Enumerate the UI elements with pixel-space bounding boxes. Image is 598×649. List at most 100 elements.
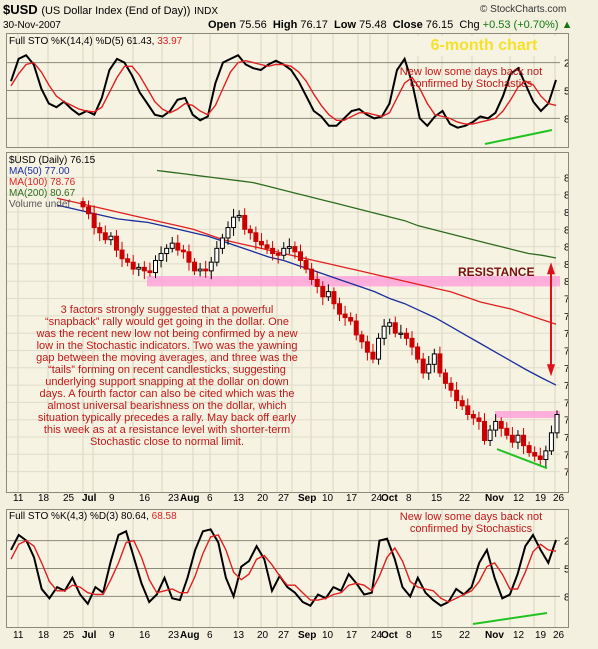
- x-axis-label: 13: [233, 493, 245, 504]
- x-axis-label: 24: [371, 630, 383, 641]
- x-axis-label: Oct: [381, 493, 398, 504]
- x-axis-middle: 11 18 25 Jul 9 16 23 Aug 6 13 20 27 Sep 10 17 24 Oct 8 15 2…: [6, 493, 567, 507]
- bottom-legend-d: 68.58: [151, 511, 177, 522]
- open-label: Open: [208, 19, 237, 31]
- price-tick-label: 77.0: [564, 381, 568, 392]
- candle-body: [86, 206, 92, 215]
- candle-body: [381, 325, 387, 339]
- x-axis-label: 27: [278, 493, 290, 504]
- x-axis-label: 10: [322, 630, 334, 641]
- x-axis-label: 22: [459, 493, 471, 504]
- candle-body: [136, 266, 142, 270]
- x-axis-label: 9: [109, 630, 115, 641]
- x-axis-label: 17: [346, 493, 358, 504]
- candle-body: [548, 432, 554, 452]
- candle-body: [286, 246, 292, 249]
- x-axis-label: Oct: [381, 630, 398, 641]
- candle-body: [392, 322, 398, 334]
- candle-body: [515, 434, 521, 443]
- candle-body: [376, 337, 382, 360]
- divergence-line: [472, 612, 548, 625]
- price-tick-label: 75.0: [564, 450, 568, 461]
- candle-body: [442, 372, 448, 384]
- candle-body: [509, 434, 515, 443]
- resistance-band: [147, 276, 560, 287]
- close-label: Close: [392, 19, 423, 31]
- x-axis-label: 16: [139, 493, 151, 504]
- ma200-legend: MA(200) 80.67: [9, 188, 76, 199]
- x-axis-label: 26: [553, 493, 565, 504]
- x-axis-label: Jul: [82, 630, 97, 641]
- candle-body: [208, 261, 214, 272]
- x-axis-label: 16: [139, 630, 151, 641]
- candle-body: [398, 332, 404, 335]
- price-chart: 83.0 82.5 82.0 81.5 81.0 80.5 80.0 79.5 79.0 78.5…: [7, 153, 568, 492]
- candle-body: [320, 285, 326, 298]
- candle-body: [431, 353, 437, 365]
- candle-body: [521, 434, 527, 447]
- top-legend-d: 33.97: [157, 36, 183, 47]
- watermark: © StockCharts.com: [480, 4, 567, 15]
- candle-body: [309, 268, 315, 281]
- candle-body: [337, 303, 343, 315]
- candle-body: [493, 420, 499, 431]
- divergence-line: [484, 129, 553, 145]
- x-axis-label: 19: [535, 630, 547, 641]
- candle-body: [426, 363, 432, 374]
- candle-body: [403, 332, 409, 339]
- candle-body: [186, 251, 192, 263]
- x-axis-label: 20: [257, 493, 269, 504]
- price-tick-label: 76.0: [564, 416, 568, 427]
- ma100-legend: MA(100) 78.76: [9, 177, 76, 188]
- x-axis-label: 15: [431, 630, 443, 641]
- candle-body: [197, 268, 203, 272]
- candle-body: [236, 214, 242, 218]
- candle-body: [169, 242, 175, 249]
- level-tick-label: 20: [564, 59, 568, 70]
- level-tick-label: 50: [564, 565, 568, 576]
- candle-body: [164, 247, 170, 255]
- candle-body: [342, 313, 348, 319]
- candle-body: [297, 251, 303, 261]
- candle-body: [247, 228, 253, 234]
- bottom-stochastic-panel: 80 50 20: [6, 509, 569, 628]
- top-stochastic-legend: Full STO %K(14,4) %D(5) 61.43, 33.97: [9, 36, 182, 47]
- candle-body: [504, 427, 510, 436]
- price-legend-title: $USD (Daily) 76.15: [9, 155, 96, 166]
- x-axis-label: 25: [63, 630, 75, 641]
- x-axis-label: 22: [459, 630, 471, 641]
- candle-body: [219, 237, 225, 249]
- candle-body: [292, 246, 298, 253]
- x-axis-label: Sep: [298, 493, 317, 504]
- candle-body: [242, 214, 248, 230]
- d-line: [10, 534, 557, 603]
- close-value: 76.15: [425, 19, 454, 31]
- candle-body: [264, 244, 270, 249]
- candle-body: [459, 400, 465, 407]
- high-value: 76.17: [300, 19, 328, 31]
- x-axis-label: 27: [278, 630, 290, 641]
- candle-body: [364, 341, 370, 353]
- candle-body: [437, 353, 443, 374]
- top-stochastic-note: New low some days back not confirmed by …: [399, 66, 543, 90]
- candle-body: [415, 346, 421, 360]
- x-axis-label: Aug: [180, 493, 200, 504]
- candle-body: [325, 291, 331, 298]
- price-tick-label: 79.5: [564, 295, 568, 306]
- x-axis-label: Sep: [298, 630, 317, 641]
- candle-body: [482, 420, 488, 441]
- candle-body: [537, 455, 543, 460]
- volume-legend: Volume undef: [9, 199, 71, 210]
- price-panel: 83.0 82.5 82.0 81.5 81.0 80.5 80.0 79.5 79.0 78.5…: [6, 152, 569, 493]
- x-axis-label: 20: [257, 630, 269, 641]
- price-tick-label: 76.5: [564, 398, 568, 409]
- six-month-badge: 6-month chart: [410, 36, 558, 56]
- exchange: INDX: [194, 6, 219, 17]
- x-axis-label: 9: [109, 493, 115, 504]
- candle-body: [314, 279, 320, 287]
- candle-body: [476, 417, 482, 422]
- candle-body: [214, 247, 220, 263]
- x-axis-label: 25: [63, 493, 75, 504]
- x-axis-label: 15: [431, 493, 443, 504]
- x-axis-label: 19: [535, 493, 547, 504]
